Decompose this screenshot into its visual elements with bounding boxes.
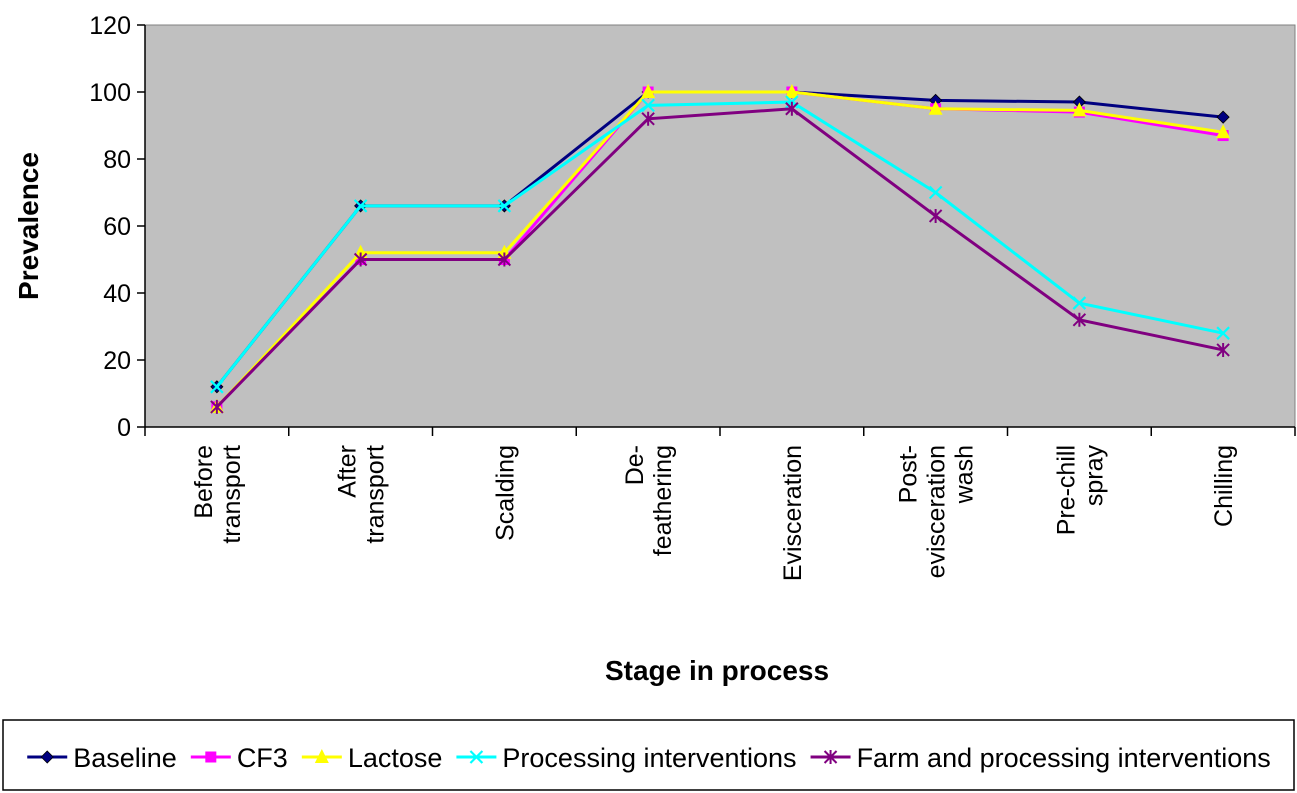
y-tick-label: 60	[103, 213, 131, 241]
legend-item-3: Processing interventions	[456, 743, 797, 773]
y-tick-label: 100	[89, 79, 131, 107]
x-tick-label: After	[334, 445, 362, 498]
x-tick-label: Chilling	[1210, 445, 1238, 527]
data-point	[1216, 110, 1230, 124]
data-point	[497, 252, 512, 267]
data-point	[497, 199, 512, 213]
data-point	[784, 84, 799, 98]
data-point	[928, 185, 943, 200]
data-point	[205, 751, 217, 763]
data-point	[40, 750, 54, 764]
data-point	[1072, 312, 1087, 327]
series-layer	[209, 84, 1231, 414]
legend-label: Farm and processing interventions	[857, 743, 1271, 773]
x-tick-label: De-	[621, 445, 649, 485]
x-tick-label: Pre-chill	[1052, 445, 1080, 535]
y-axis-title: Prevalence	[13, 152, 44, 300]
series-3	[210, 95, 1230, 394]
legend-label: Processing interventions	[502, 743, 796, 773]
data-point	[353, 252, 368, 267]
legend-box	[2, 719, 1295, 791]
y-tick-label: 40	[103, 280, 131, 308]
legend-label: Lactose	[348, 743, 443, 773]
x-tick-label: evisceration	[923, 445, 951, 578]
data-point	[785, 101, 799, 116]
series-line	[215, 90, 1224, 408]
plot-area	[144, 24, 1296, 428]
data-point	[1216, 124, 1231, 139]
y-tick-label: 20	[103, 347, 131, 375]
legend-label: Baseline	[73, 743, 177, 773]
x-axis-title: Stage in process	[605, 655, 829, 686]
data-point	[210, 399, 224, 414]
series-line	[215, 100, 1224, 388]
data-point	[1216, 342, 1230, 357]
data-point	[1216, 326, 1230, 340]
data-point	[314, 749, 329, 763]
x-tick-label: Evisceration	[779, 445, 807, 581]
legend-item-0: Baseline	[27, 743, 177, 773]
data-point	[928, 208, 943, 223]
series-4	[210, 101, 1230, 414]
data-point	[823, 750, 838, 764]
x-tick-label: spray	[1080, 445, 1108, 507]
data-point	[641, 111, 655, 126]
x-tick-label: wash	[951, 445, 979, 504]
x-tick-label: Post-	[895, 445, 923, 503]
y-tick-label: 120	[89, 12, 131, 40]
y-axis: 0 20 40 60 80 100 120	[89, 12, 146, 442]
x-axis: Before transport After transport Scalding De-…	[144, 426, 1296, 581]
data-point	[641, 98, 655, 113]
x-tick-label: transport	[362, 445, 390, 544]
series-line	[215, 107, 1224, 408]
y-tick-label: 0	[117, 414, 131, 442]
data-point	[469, 750, 484, 764]
legend-label: CF3	[237, 743, 288, 773]
legend-item-4: Farm and processing interventions	[810, 743, 1271, 773]
data-point	[210, 380, 224, 394]
legend-item-2: Lactose	[301, 743, 443, 773]
data-point	[928, 100, 943, 115]
x-tick-label: transport	[218, 445, 246, 544]
data-point	[1072, 296, 1087, 310]
data-point	[641, 84, 656, 98]
x-tick-label: feathering	[649, 445, 677, 556]
data-point	[1072, 102, 1087, 117]
y-tick-label: 80	[103, 146, 131, 174]
legend: Baseline CF3 Lactose Processing interventio…	[27, 743, 1271, 773]
legend-item-1: CF3	[190, 743, 288, 773]
x-tick-label: Before	[190, 445, 218, 519]
data-point	[353, 199, 368, 213]
x-tick-label: Scalding	[491, 445, 519, 541]
